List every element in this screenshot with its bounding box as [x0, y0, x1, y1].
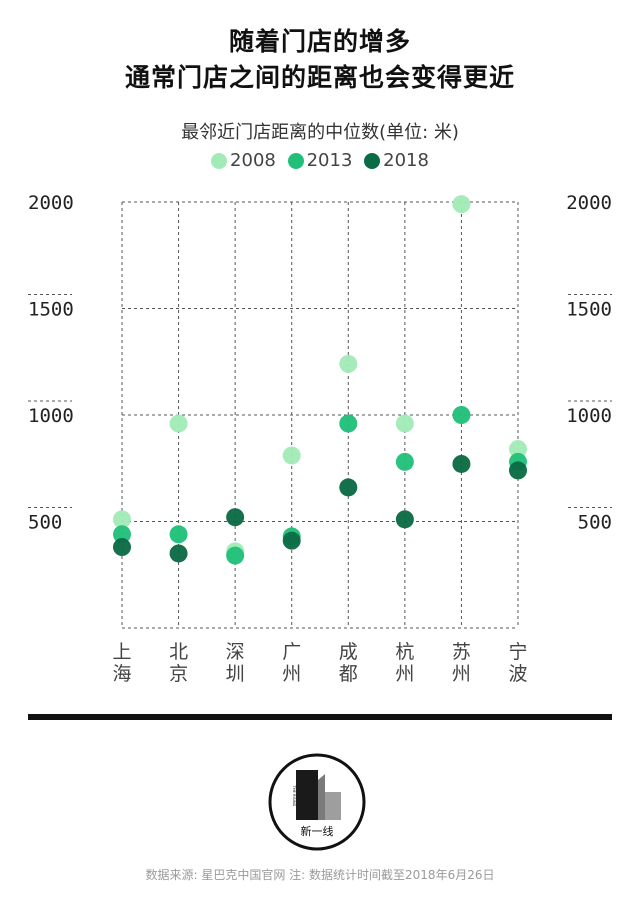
category-label: 杭州 — [395, 641, 414, 685]
category-label: 广州 — [282, 641, 301, 685]
y-axis-left: 500 1000 1500 2000 — [28, 192, 74, 534]
y-tick-label-right: 500 — [578, 512, 612, 534]
legend-dot-2013 — [287, 152, 304, 169]
data-point-2008-北京 — [169, 414, 188, 433]
category-label: 苏州 — [452, 641, 471, 685]
legend-label-2013: 2013 — [306, 150, 353, 171]
legend: 2008 2013 2018 — [0, 150, 640, 174]
y-tick-label-left: 500 — [28, 512, 62, 534]
data-point-2018-北京 — [169, 544, 188, 563]
legend-item-2008: 2008 — [211, 150, 276, 171]
logo-text: 新一线 — [301, 824, 334, 838]
y-tick-label-left: 1500 — [28, 299, 74, 321]
data-point-2008-上海 — [113, 510, 131, 529]
logo-block-light — [325, 792, 341, 820]
data-points — [113, 195, 527, 565]
category-label: 宁波 — [508, 641, 527, 685]
data-point-2013-深圳 — [226, 546, 245, 565]
data-point-2013-成都 — [339, 414, 358, 433]
divider-rule — [28, 714, 612, 720]
data-point-2008-宁波 — [509, 440, 527, 459]
data-point-2008-苏州 — [452, 195, 471, 214]
data-point-2013-上海 — [113, 525, 131, 544]
y-tick-label-left: 2000 — [28, 192, 74, 214]
legend-label-2008: 2008 — [230, 150, 276, 171]
data-point-2013-苏州 — [452, 406, 471, 424]
brand-logo: 新一线 THE RISING — [268, 753, 366, 851]
legend-dot-2018 — [364, 152, 381, 169]
logo-block-side — [318, 774, 325, 820]
legend-item-2013: 2013 — [287, 150, 353, 171]
data-point-2013-北京 — [169, 525, 188, 544]
y-axis-right: 500 1000 1500 2000 — [566, 192, 612, 534]
legend-label-2018: 2018 — [383, 150, 429, 171]
source-note: 数据来源: 星巴克中国官网 注: 数据统计时间截至2018年6月26日 — [145, 868, 495, 882]
data-point-2018-广州 — [282, 531, 301, 550]
legend-dot-2008 — [211, 152, 228, 169]
category-label: 深圳 — [226, 641, 245, 685]
data-point-2018-成都 — [339, 478, 358, 497]
data-point-2018-杭州 — [395, 510, 414, 529]
category-label: 成都 — [339, 641, 358, 685]
data-point-2008-杭州 — [395, 414, 414, 433]
data-point-2018-宁波 — [509, 461, 527, 480]
chart-title-line1: 随着门店的增多 — [228, 27, 411, 56]
category-label: 上海 — [112, 641, 131, 685]
data-point-2008-成都 — [339, 354, 358, 373]
chart-subtitle: 最邻近门店距离的中位数(单位: 米) — [181, 122, 459, 143]
data-point-2018-苏州 — [452, 454, 471, 473]
logo-small-text: THE RISING — [292, 785, 296, 807]
scatter-chart: 500 1000 1500 2000 500 1000 1500 2000 上海北京深圳广州… — [28, 192, 612, 685]
data-point-2018-上海 — [113, 538, 131, 557]
chart-title-line2: 通常门店之间的距离也会变得更近 — [124, 63, 515, 92]
y-tick-label-right: 1000 — [566, 405, 612, 427]
data-point-2018-深圳 — [226, 508, 245, 527]
legend-item-2018: 2018 — [364, 150, 429, 171]
y-tick-label-right: 2000 — [566, 192, 612, 214]
category-label: 北京 — [169, 641, 188, 685]
y-tick-label-left: 1000 — [28, 405, 74, 427]
y-tick-label-right: 1500 — [566, 299, 612, 321]
data-point-2008-广州 — [282, 446, 301, 465]
data-point-2013-杭州 — [395, 452, 414, 471]
logo-block-dark — [296, 770, 318, 820]
